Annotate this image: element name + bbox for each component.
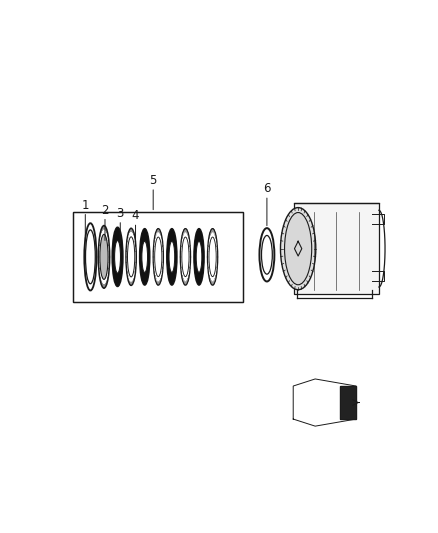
Ellipse shape (292, 232, 304, 265)
Text: 1: 1 (81, 199, 89, 236)
Bar (294, 204, 379, 294)
Ellipse shape (167, 229, 177, 285)
Ellipse shape (261, 236, 272, 274)
Ellipse shape (155, 237, 162, 277)
Polygon shape (340, 386, 356, 419)
Ellipse shape (209, 237, 216, 277)
Ellipse shape (182, 237, 189, 277)
Ellipse shape (100, 235, 108, 279)
Ellipse shape (98, 225, 110, 288)
Text: 5: 5 (149, 174, 157, 209)
Ellipse shape (84, 223, 96, 290)
Text: 6: 6 (263, 182, 271, 225)
Ellipse shape (196, 241, 202, 272)
Ellipse shape (288, 222, 308, 276)
Ellipse shape (112, 227, 123, 286)
Ellipse shape (126, 228, 136, 286)
Ellipse shape (167, 229, 177, 285)
Ellipse shape (85, 230, 95, 284)
Ellipse shape (153, 229, 163, 285)
Bar (74, 212, 243, 302)
Text: 4: 4 (132, 209, 139, 246)
Ellipse shape (280, 207, 316, 290)
Ellipse shape (112, 227, 123, 286)
Ellipse shape (140, 229, 150, 285)
Text: 3: 3 (117, 207, 124, 244)
Polygon shape (293, 379, 356, 426)
Ellipse shape (180, 229, 191, 285)
Ellipse shape (194, 229, 204, 285)
Ellipse shape (208, 229, 218, 285)
Ellipse shape (194, 229, 204, 285)
Ellipse shape (285, 213, 312, 285)
Ellipse shape (115, 240, 120, 273)
Ellipse shape (169, 241, 175, 272)
Text: 2: 2 (101, 204, 109, 240)
Ellipse shape (142, 241, 148, 272)
Ellipse shape (140, 229, 150, 285)
Ellipse shape (127, 237, 135, 277)
Bar (74, 212, 243, 302)
Ellipse shape (259, 228, 274, 281)
